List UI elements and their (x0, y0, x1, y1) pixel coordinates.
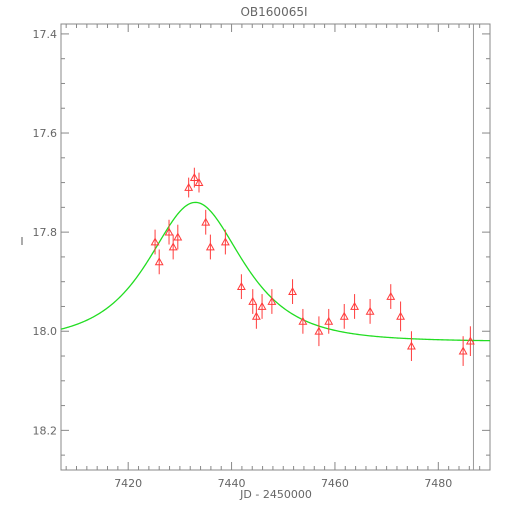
data-point (314, 316, 324, 347)
data-point (465, 326, 475, 357)
data-point (257, 294, 267, 319)
triangle-marker (350, 301, 360, 310)
data-point (267, 289, 277, 314)
plot-frame (60, 23, 491, 471)
triangle-marker (189, 172, 199, 182)
data-point (365, 299, 375, 324)
triangle-marker (205, 242, 215, 251)
data-point (173, 224, 183, 250)
data-point (205, 234, 215, 260)
data-point (324, 308, 334, 334)
data-point (164, 219, 174, 245)
data-point (220, 229, 230, 255)
y-tick-label: 17.8 (33, 226, 58, 239)
triangle-marker (248, 296, 258, 305)
data-point (248, 289, 258, 314)
triangle-marker (288, 286, 298, 295)
triangle-marker (298, 316, 308, 325)
triangle-marker (236, 282, 246, 291)
triangle-marker (267, 296, 277, 305)
y-tick-label: 18.0 (33, 325, 58, 338)
chart-title: OB160065I (240, 5, 307, 19)
triangle-marker (220, 237, 230, 246)
triangle-marker (386, 291, 396, 300)
x-tick-label: 7460 (321, 477, 349, 490)
data-point (298, 308, 308, 334)
triangle-marker (396, 311, 406, 320)
data-point (184, 177, 194, 198)
y-tick-label: 17.4 (33, 28, 58, 41)
data-point (458, 336, 468, 366)
triangle-marker (406, 341, 416, 350)
data-point (194, 172, 204, 193)
y-tick-label: 17.6 (33, 127, 58, 140)
data-point (406, 331, 416, 361)
data-point (201, 209, 211, 235)
triangle-marker (339, 311, 349, 320)
model-curve (60, 201, 491, 342)
triangle-marker (257, 301, 267, 310)
y-tick-label: 18.2 (33, 424, 58, 437)
triangle-marker (184, 182, 194, 191)
triangle-marker (150, 237, 160, 246)
triangle-marker (168, 242, 178, 251)
data-point (150, 229, 160, 255)
triangle-marker (154, 257, 164, 266)
x-tick-label: 7440 (218, 477, 246, 490)
data-point (339, 303, 349, 329)
y-axis-label: I (20, 235, 23, 248)
x-tick-label: 7420 (114, 477, 142, 490)
data-point (288, 279, 298, 304)
data-point (251, 303, 261, 329)
triangle-marker (164, 227, 174, 236)
triangle-marker (314, 326, 324, 335)
triangle-marker (201, 217, 211, 226)
data-point (396, 301, 406, 332)
triangle-marker (458, 346, 468, 355)
data-point (350, 294, 360, 319)
data-point (236, 274, 246, 300)
triangle-marker (251, 311, 261, 320)
triangle-marker (194, 177, 204, 186)
x-axis-label: JD - 2450000 (239, 488, 312, 501)
x-tick-label: 7480 (424, 477, 452, 490)
data-point (189, 167, 199, 188)
data-point (154, 249, 164, 275)
axis-ticks: 7420 7440 7460 7480 17.4 17.6 17.8 18.0 18.2 (33, 24, 491, 490)
data-point (386, 284, 396, 309)
triangle-marker (365, 306, 375, 315)
triangle-marker (465, 336, 475, 345)
triangle-marker (173, 232, 183, 241)
plot-content (60, 24, 491, 470)
data-point (168, 234, 178, 260)
triangle-marker (324, 316, 334, 325)
